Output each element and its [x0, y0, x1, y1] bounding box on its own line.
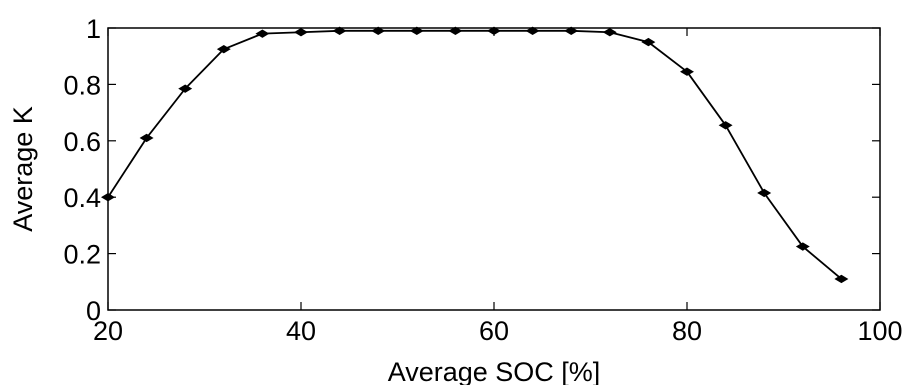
y-tick-label: 0	[86, 296, 101, 326]
x-axis-ticks: 20 40 60 80 100	[93, 28, 903, 346]
data-point-marker	[216, 44, 231, 54]
data-point-marker	[178, 84, 193, 93]
y-tick-label: 0.8	[63, 70, 101, 100]
data-point-marker	[757, 188, 772, 198]
data-point-marker	[371, 26, 386, 36]
y-tick-label: 1	[86, 14, 101, 44]
data-point-marker	[101, 193, 115, 202]
data-point-marker	[448, 26, 463, 36]
data-point-marker	[525, 26, 540, 36]
data-point-marker	[680, 67, 694, 76]
data-point-marker	[139, 133, 154, 143]
data-point-marker	[564, 26, 579, 36]
data-point-marker	[255, 29, 270, 38]
x-tick-label: 60	[479, 316, 509, 346]
y-tick-label: 0.4	[63, 183, 101, 213]
data-point-marker	[795, 242, 810, 251]
y-axis-ticks: 0 0.2 0.4 0.6 0.8 1	[63, 14, 880, 326]
data-point-marker	[409, 26, 424, 36]
data-point-marker	[487, 26, 501, 36]
y-axis-title: Average K	[8, 106, 38, 232]
data-point-marker	[718, 121, 733, 130]
x-axis-title: Average SOC [%]	[388, 357, 601, 385]
data-point-marker	[602, 28, 617, 37]
series-line	[107, 29, 842, 280]
data-point-marker	[332, 26, 347, 36]
data-point-marker	[294, 28, 308, 37]
y-tick-label: 0.6	[63, 127, 101, 157]
x-tick-label: 20	[93, 316, 123, 346]
series-layer	[101, 26, 849, 284]
y-tick-label: 0.2	[63, 240, 101, 270]
x-tick-label: 80	[672, 316, 702, 346]
plot-area-frame	[107, 27, 881, 311]
data-point-marker	[834, 274, 849, 284]
data-point-marker	[641, 37, 656, 47]
x-tick-label: 100	[857, 316, 902, 346]
x-tick-label: 40	[286, 316, 316, 346]
